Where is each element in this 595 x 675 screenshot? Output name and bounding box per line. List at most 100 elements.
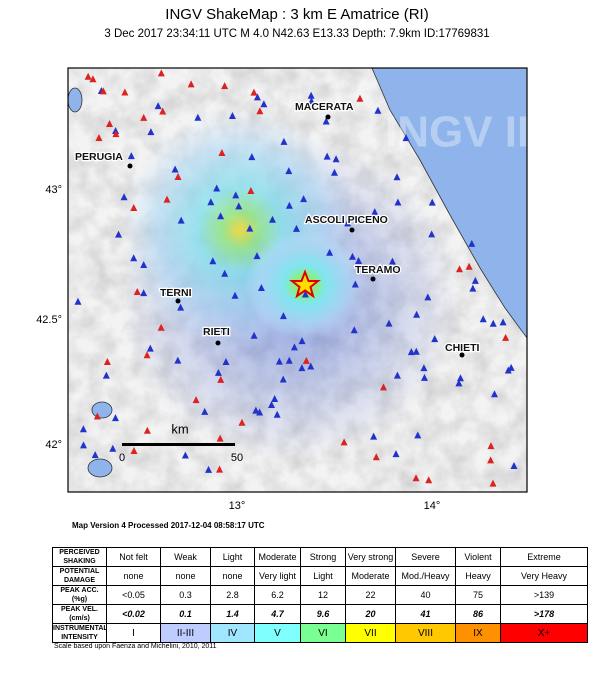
station <box>140 289 148 297</box>
station <box>103 357 111 365</box>
table-row: PEAK ACC.(%g) <0.05 0.3 2.8 6.2 12 22 40 75 >139 <box>52 585 588 605</box>
table-cell: 22 <box>345 585 396 605</box>
footnote: Scale based upon Faenza and Michelini, 2… <box>54 643 217 650</box>
station <box>298 364 306 372</box>
table-cell: Mod./Heavy <box>395 566 456 586</box>
station <box>298 337 306 345</box>
station <box>253 93 261 101</box>
city-dot <box>349 227 355 233</box>
station <box>221 269 229 277</box>
station <box>256 107 264 115</box>
map-area: INGV II <box>68 68 529 492</box>
station <box>487 456 495 464</box>
station <box>174 173 182 181</box>
station <box>260 100 268 108</box>
station <box>111 414 119 422</box>
table-cell: Moderate <box>254 547 301 567</box>
station <box>112 127 120 135</box>
cities: MACERATA PERUGIA ASCOLI PICENO TERAMO TERNI R… <box>74 100 481 358</box>
station <box>171 165 179 173</box>
table-cell: 86 <box>455 604 501 624</box>
table-cell: 12 <box>300 585 346 605</box>
station <box>332 155 340 163</box>
table-cell: 0.1 <box>160 604 211 624</box>
station <box>253 252 261 260</box>
station <box>322 117 330 125</box>
station <box>490 390 498 398</box>
station <box>487 442 495 450</box>
table-cell: IV <box>210 623 255 643</box>
lat-label: 42.5° <box>36 314 62 326</box>
station <box>154 102 162 110</box>
table-cell: IX <box>455 623 501 643</box>
table-cell: Light <box>210 547 255 567</box>
station <box>130 204 138 212</box>
table-cell: Very strong <box>345 547 396 567</box>
station <box>370 432 378 440</box>
station <box>348 252 356 260</box>
table-row: INSTRUMENTAL INTENSITY I II-III IV V VI VII VII… <box>52 623 588 643</box>
station <box>455 379 463 387</box>
table-cell: Not felt <box>106 547 161 567</box>
station <box>93 412 101 420</box>
table-cell: Weak <box>160 547 211 567</box>
station <box>143 426 151 434</box>
table-cell: <0.05 <box>106 585 161 605</box>
station <box>91 451 99 459</box>
lake <box>91 401 113 419</box>
station <box>248 153 256 161</box>
station <box>379 383 387 391</box>
table-row: PERCEIVED SHAKING Not felt Weak Light Modera… <box>52 547 588 567</box>
table-cell: 1.4 <box>210 604 255 624</box>
table-cell: 4.7 <box>254 604 301 624</box>
station <box>356 94 364 102</box>
lon-label: 14° <box>424 500 441 512</box>
station <box>235 202 243 210</box>
station <box>147 128 155 136</box>
station <box>351 280 359 288</box>
station <box>246 224 254 232</box>
epicenter <box>289 269 321 299</box>
station <box>218 148 226 156</box>
station <box>510 462 518 470</box>
city-label: RIETI <box>203 326 230 338</box>
station <box>402 134 410 142</box>
city-label: CHIETI <box>445 342 480 354</box>
station <box>414 431 422 439</box>
station <box>181 451 189 459</box>
station <box>424 293 432 301</box>
station <box>292 224 300 232</box>
table-cell: >178 <box>500 604 588 624</box>
station <box>412 474 420 482</box>
city-label: MACERATA <box>295 101 354 113</box>
city-dot <box>127 163 133 169</box>
station <box>456 374 464 382</box>
station <box>121 88 129 96</box>
station <box>257 283 265 291</box>
table-cell: 20 <box>345 604 396 624</box>
station <box>371 208 379 216</box>
intensity-table: PERCEIVED SHAKING Not felt Weak Light Modera… <box>52 547 588 643</box>
table-row: PEAK VEL.(cm/s) <0.02 0.1 1.4 4.7 9.6 20 41 86 >1… <box>52 604 588 624</box>
station <box>428 230 436 238</box>
station <box>192 396 200 404</box>
subtitle: 3 Dec 2017 23:34:11 UTC M 4.0 N42.63 E13… <box>104 28 489 40</box>
station <box>216 434 224 442</box>
station <box>133 288 141 296</box>
table-cell: none <box>210 566 255 586</box>
station <box>388 257 396 265</box>
station <box>340 438 348 446</box>
row-label: POTENTIAL DAMAGE <box>52 566 107 586</box>
station <box>392 450 400 458</box>
station <box>250 331 258 339</box>
row-label: PERCEIVED SHAKING <box>52 547 107 567</box>
scale-label: 0 <box>119 452 125 464</box>
station <box>247 187 255 195</box>
watermark: INGV II <box>385 108 529 157</box>
station <box>290 343 298 351</box>
table-cell: 40 <box>395 585 456 605</box>
station <box>489 479 497 487</box>
table-cell: Heavy <box>455 566 501 586</box>
station <box>256 408 264 416</box>
